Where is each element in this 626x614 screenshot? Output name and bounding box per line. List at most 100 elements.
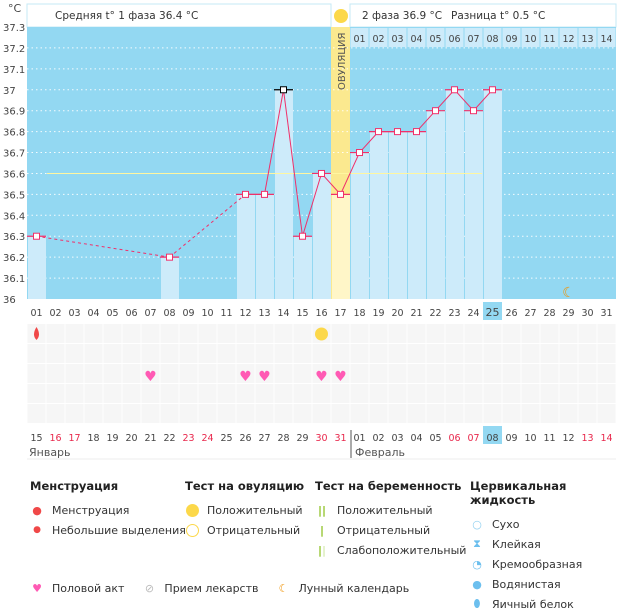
event-cell <box>483 404 502 423</box>
event-cell <box>312 344 331 363</box>
temperature-point <box>318 169 325 177</box>
cycle-day-label: 30 <box>581 308 593 319</box>
event-cell <box>483 364 502 383</box>
event-cell <box>388 404 407 423</box>
y-tick-label: 37.2 <box>3 44 25 55</box>
legend-item: Слабоположительный <box>337 543 467 557</box>
event-cell <box>331 404 350 423</box>
temperature-line <box>283 89 303 237</box>
event-cell <box>369 384 388 403</box>
event-cell <box>521 404 540 423</box>
event-cell <box>464 404 483 423</box>
luteal-day-cell <box>559 28 578 47</box>
temperature-point <box>299 232 306 240</box>
one-line-icon: | <box>319 523 325 537</box>
heart-icon: ♥ <box>258 369 271 385</box>
event-cell <box>122 404 141 423</box>
date-label: 18 <box>87 433 99 444</box>
month-february: Февраль <box>355 446 405 459</box>
date-label: 20 <box>125 433 137 444</box>
date-label: 25 <box>220 433 232 444</box>
event-cell <box>255 384 274 403</box>
event-cell <box>274 344 293 363</box>
luteal-day-label: 02 <box>372 34 384 45</box>
event-cell <box>274 364 293 383</box>
event-cell <box>464 324 483 343</box>
event-cell <box>312 384 331 403</box>
temperature-bar <box>237 194 255 299</box>
date-label: 21 <box>144 433 156 444</box>
event-cell <box>274 404 293 423</box>
event-cell <box>160 364 179 383</box>
current-date-highlight <box>483 426 502 444</box>
date-label: 19 <box>106 433 118 444</box>
event-cell <box>84 404 103 423</box>
temperature-bar <box>484 89 502 300</box>
event-cell <box>502 364 521 383</box>
date-label: 01 <box>353 433 365 444</box>
temperature-bar <box>256 194 274 299</box>
legend-item: Отрицательный <box>207 523 301 537</box>
date-label: 30 <box>315 433 327 444</box>
dry-icon: ○ <box>472 517 482 531</box>
cycle-day-label: 03 <box>68 308 80 319</box>
y-tick-label: 37.1 <box>3 65 25 76</box>
temperature-bar <box>332 194 350 299</box>
event-cell <box>521 324 540 343</box>
event-cell <box>46 364 65 383</box>
event-cell <box>597 344 616 363</box>
event-cell <box>483 324 502 343</box>
date-label: 28 <box>277 433 289 444</box>
event-cell <box>502 384 521 403</box>
luteal-day-cell <box>388 28 407 47</box>
date-label: 11 <box>543 433 555 444</box>
event-cell <box>198 384 217 403</box>
cycle-day-label: 05 <box>106 308 118 319</box>
legend-menstruation: Менструация ● Менструация ● Небольшие выде… <box>30 479 186 540</box>
cycle-day-label: 26 <box>505 308 517 319</box>
event-cell <box>46 384 65 403</box>
date-label: 13 <box>581 433 593 444</box>
luteal-day-label: 04 <box>410 34 422 45</box>
event-cell <box>293 384 312 403</box>
event-cell <box>597 384 616 403</box>
event-cell <box>65 384 84 403</box>
legend-title: Тест на овуляцию <box>185 479 305 493</box>
event-cell <box>578 364 597 383</box>
event-cell <box>483 384 502 403</box>
event-cell <box>350 364 369 383</box>
cycle-day-label: 15 <box>296 308 308 319</box>
legend-item: Половой акт <box>52 581 125 595</box>
cycle-day-label: 29 <box>562 308 574 319</box>
event-cell <box>27 404 46 423</box>
legend-item: Положительный <box>207 503 303 517</box>
legend-pregnancy-test: Тест на беременность || Положительный | От… <box>315 479 466 560</box>
current-day-highlight <box>483 302 502 320</box>
cycle-day-label: 09 <box>182 308 194 319</box>
event-cell <box>122 384 141 403</box>
event-cell <box>426 404 445 423</box>
temperature-point <box>451 86 458 94</box>
cycle-day-label: 21 <box>410 308 422 319</box>
cycle-day-label: 01 <box>30 308 42 319</box>
date-label: 12 <box>562 433 574 444</box>
event-cell <box>198 344 217 363</box>
temperature-point <box>166 253 173 261</box>
date-label: 27 <box>258 433 270 444</box>
temperature-line <box>264 89 284 195</box>
event-cell <box>540 404 559 423</box>
event-cell <box>502 344 521 363</box>
event-cell <box>426 344 445 363</box>
event-cell <box>559 364 578 383</box>
date-label: 06 <box>448 433 460 444</box>
event-cell <box>464 364 483 383</box>
cycle-day-label: 20 <box>391 308 403 319</box>
cycle-day-label: 06 <box>125 308 137 319</box>
date-label: 10 <box>524 433 536 444</box>
y-tick-label: 36.3 <box>3 232 25 243</box>
date-label: 16 <box>49 433 61 444</box>
event-cell <box>350 404 369 423</box>
cycle-day-label: 07 <box>144 308 156 319</box>
event-cell <box>578 404 597 423</box>
event-cell <box>350 344 369 363</box>
